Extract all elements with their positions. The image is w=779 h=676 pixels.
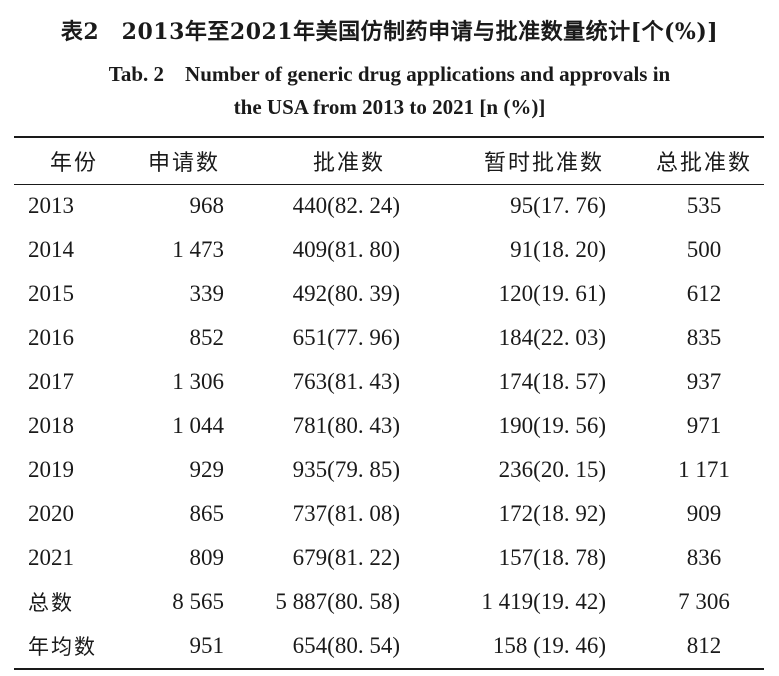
cell-year: 2015 (28, 281, 74, 306)
cell-approvals: 737(81. 08) (292, 501, 400, 526)
cell-total-approvals: 971 (686, 413, 722, 438)
cell-total-approvals: 909 (686, 501, 722, 526)
cell-tentative-approvals: 158 (19. 46) (492, 633, 606, 658)
cell-applications: 951 (189, 633, 225, 658)
cell-approvals: 492(80. 39) (292, 281, 400, 306)
table-row: 2021 809 679(81. 22) 157(18. 78) 836 (14, 536, 764, 580)
cell-year: 2020 (28, 501, 74, 526)
cell-applications: 1 473 (172, 237, 224, 262)
table-title-english-line2: the USA from 2013 to 2021 [n (%)] (233, 95, 546, 119)
table-row: 2020 865 737(81. 08) 172(18. 92) 909 (14, 492, 764, 536)
cell-tentative-approvals: 190(19. 56) (498, 413, 606, 438)
cell-approvals: 651(77. 96) (292, 325, 400, 350)
cell-total-approvals: 535 (686, 193, 722, 218)
cell-total-approvals: 937 (686, 369, 722, 394)
table-row: 2013 968 440(82. 24) 95(17. 76) 535 (14, 184, 764, 228)
cell-tentative-approvals: 174(18. 57) (498, 369, 606, 394)
cell-total-approvals: 812 (686, 633, 722, 658)
cell-tentative-approvals: 1 419(19. 42) (481, 589, 606, 614)
cell-applications: 8 565 (172, 589, 224, 614)
cell-applications: 852 (189, 325, 225, 350)
table-row: 2018 1 044 781(80. 43) 190(19. 56) 971 (14, 404, 764, 448)
cell-approvals: 763(81. 43) (292, 369, 400, 394)
cell-approvals: 654(80. 54) (292, 633, 400, 658)
table-row: 2017 1 306 763(81. 43) 174(18. 57) 937 (14, 360, 764, 404)
table-top-rule (14, 136, 764, 138)
cell-tentative-approvals: 157(18. 78) (498, 545, 606, 570)
cell-year: 年均数 (28, 635, 97, 659)
cell-approvals: 781(80. 43) (292, 413, 400, 438)
table-title-english-line1: Tab. 2 Number of generic drug applicatio… (108, 62, 671, 86)
table-row: 2015 339 492(80. 39) 120(19. 61) 612 (14, 272, 764, 316)
generic-drug-table: 年份 申请数 批准数 暂时批准数 总批准数 2013 968 440(82. 24)… (14, 138, 764, 668)
cell-year: 2013 (28, 193, 74, 218)
cell-year: 2014 (28, 237, 74, 262)
table-row: 2016 852 651(77. 96) 184(22. 03) 835 (14, 316, 764, 360)
table-header-row: 年份 申请数 批准数 暂时批准数 总批准数 (14, 138, 764, 184)
table-row: 2014 1 473 409(81. 80) 91(18. 20) 500 (14, 228, 764, 272)
table-bottom-rule (14, 668, 764, 670)
cell-year: 总数 (28, 591, 74, 615)
cell-applications: 809 (189, 545, 225, 570)
header-applications: 申请数 (147, 151, 220, 176)
cell-applications: 929 (189, 457, 225, 482)
header-year: 年份 (50, 151, 99, 176)
table-row: 年均数 951 654(80. 54) 158 (19. 46) 812 (14, 624, 764, 668)
cell-tentative-approvals: 172(18. 92) (498, 501, 606, 526)
cell-total-approvals: 836 (686, 545, 722, 570)
cell-total-approvals: 500 (686, 237, 722, 262)
cell-total-approvals: 612 (686, 281, 722, 306)
cell-year: 2018 (28, 413, 74, 438)
cell-tentative-approvals: 91(18. 20) (510, 237, 606, 262)
header-tentative-approvals: 暂时批准数 (483, 151, 604, 176)
cell-total-approvals: 7 306 (678, 589, 730, 614)
header-total-approvals: 总批准数 (655, 151, 752, 176)
cell-approvals: 679(81. 22) (292, 545, 400, 570)
table-title-chinese: 表2 2013年至2021年美国仿制药申请与批准数量统计[个(%)] (60, 19, 719, 45)
cell-approvals: 409(81. 80) (292, 237, 400, 262)
cell-applications: 339 (189, 281, 225, 306)
cell-applications: 1 044 (172, 413, 224, 438)
cell-approvals: 5 887(80. 58) (275, 589, 400, 614)
cell-tentative-approvals: 95(17. 76) (510, 193, 606, 218)
table-row: 总数 8 565 5 887(80. 58) 1 419(19. 42) 7 306 (14, 580, 764, 624)
cell-tentative-approvals: 120(19. 61) (498, 281, 606, 306)
cell-total-approvals: 835 (686, 325, 722, 350)
header-approvals: 批准数 (312, 151, 385, 176)
cell-total-approvals: 1 171 (678, 457, 730, 482)
cell-applications: 865 (189, 501, 225, 526)
table-header-rule (14, 184, 764, 185)
cell-tentative-approvals: 236(20. 15) (498, 457, 606, 482)
cell-year: 2016 (28, 325, 74, 350)
cell-applications: 1 306 (172, 369, 224, 394)
cell-approvals: 935(79. 85) (292, 457, 400, 482)
cell-tentative-approvals: 184(22. 03) (498, 325, 606, 350)
cell-applications: 968 (189, 193, 225, 218)
table-row: 2019 929 935(79. 85) 236(20. 15) 1 171 (14, 448, 764, 492)
cell-year: 2017 (28, 369, 74, 394)
cell-year: 2021 (28, 545, 74, 570)
cell-year: 2019 (28, 457, 74, 482)
cell-approvals: 440(82. 24) (292, 193, 400, 218)
